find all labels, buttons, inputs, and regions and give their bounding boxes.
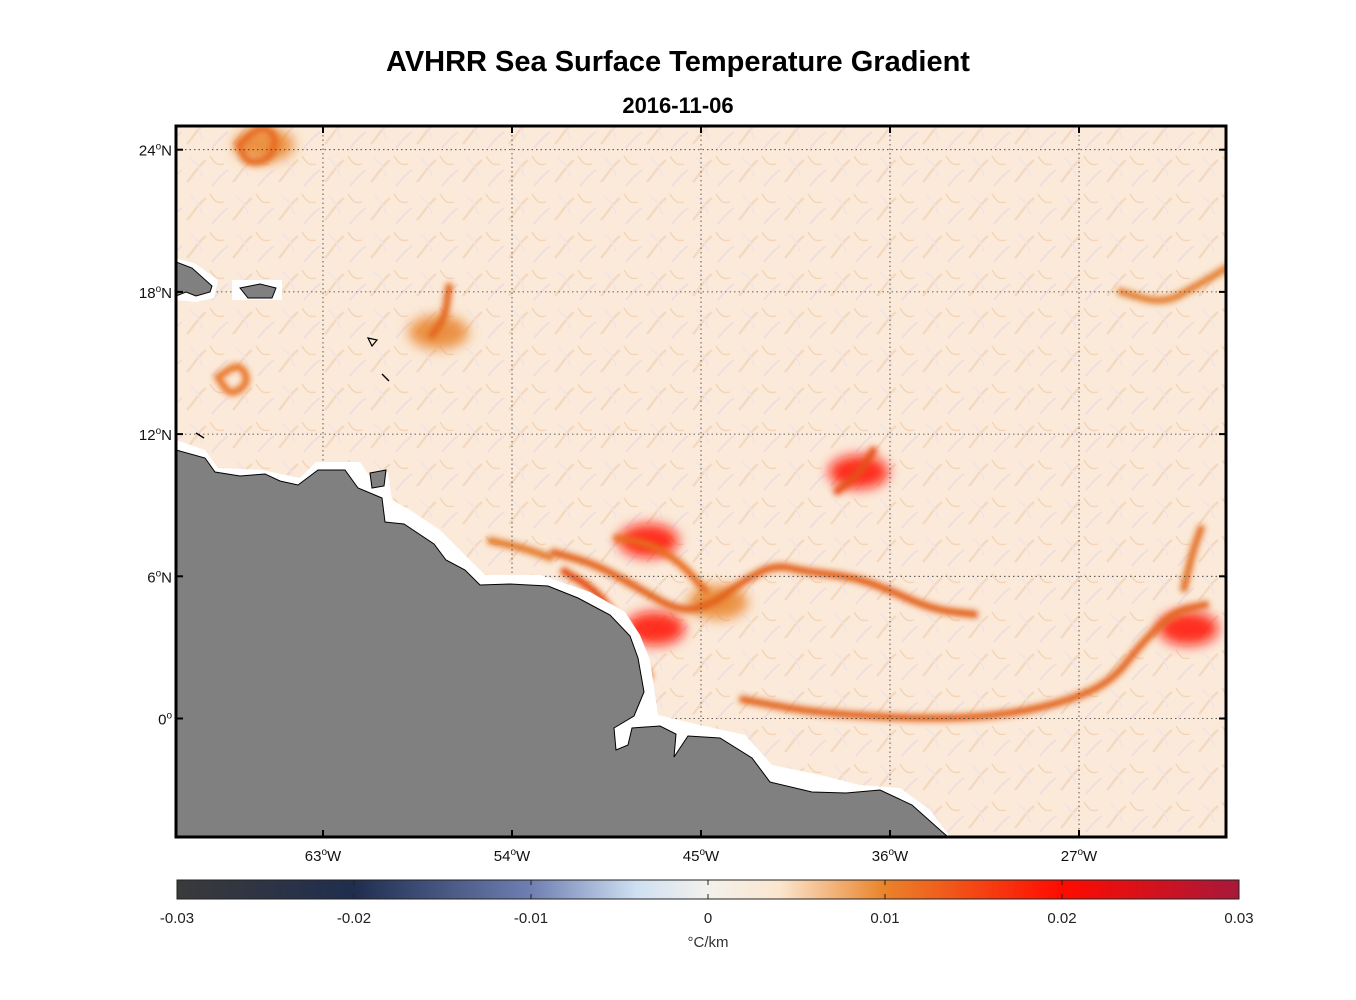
colorbar-tick-label: 0 <box>704 910 712 927</box>
lat-tick-label: 0o <box>158 711 172 729</box>
map-plot-area <box>176 126 1226 837</box>
colorbar-tick-label: 0.02 <box>1047 910 1076 927</box>
eddy-ring-caribbean <box>215 364 250 396</box>
eastern-front-mid <box>1181 525 1204 592</box>
lat-tick-label: 24oN <box>139 142 172 160</box>
lat-tick-label: 18oN <box>139 284 172 302</box>
map-title: AVHRR Sea Surface Temperature Gradient <box>386 46 970 78</box>
lat-tick-label: 12oN <box>139 426 172 444</box>
small-island-c <box>195 432 205 439</box>
lon-tick-label: 36oW <box>872 847 909 865</box>
eddy-front-west <box>429 284 452 338</box>
colorbar: -0.03 -0.02 -0.01 0 0.01 0.02 0.03 <box>160 879 1254 927</box>
eddy-ring-north <box>236 126 278 165</box>
guiana-shelf-front <box>488 537 553 561</box>
south-america-land <box>176 449 949 837</box>
equatorial-front <box>740 601 1208 721</box>
lon-tick-label: 54oW <box>494 847 531 865</box>
colorbar-tick-label: -0.02 <box>337 910 371 927</box>
retroflection-loop <box>614 535 709 594</box>
caribbean-island-land <box>176 261 213 297</box>
lon-tick-label: 63oW <box>305 847 342 865</box>
colorbar-units-label: °C/km <box>687 934 729 951</box>
trinidad-land <box>369 469 387 489</box>
lat-tick-label: 6oN <box>147 568 172 586</box>
north-brazil-current-front <box>551 549 977 618</box>
colorbar-ticks: -0.03 -0.02 -0.01 0 0.01 0.02 0.03 <box>160 880 1254 927</box>
colorbar-tick-label: -0.03 <box>160 910 194 927</box>
land-layer <box>176 258 950 837</box>
eddy-front-east <box>834 447 877 494</box>
lon-tick-label: 45oW <box>683 847 720 865</box>
colorbar-tick-label: 0.01 <box>870 910 899 927</box>
colorbar-tick-label: 0.03 <box>1224 910 1253 927</box>
small-island <box>366 337 379 348</box>
colorbar-tick-label: -0.01 <box>514 910 548 927</box>
lon-tick-label: 27oW <box>1061 847 1098 865</box>
axis-tick-labels: 63oW 54oW 45oW 36oW 27oW 24oN 18oN 12oN 6oN 0o <box>139 126 1226 865</box>
map-subtitle: 2016-11-06 <box>622 93 734 118</box>
small-island-b <box>381 373 390 382</box>
eastern-front-north <box>1118 265 1226 304</box>
puerto-rico-land <box>239 283 277 299</box>
